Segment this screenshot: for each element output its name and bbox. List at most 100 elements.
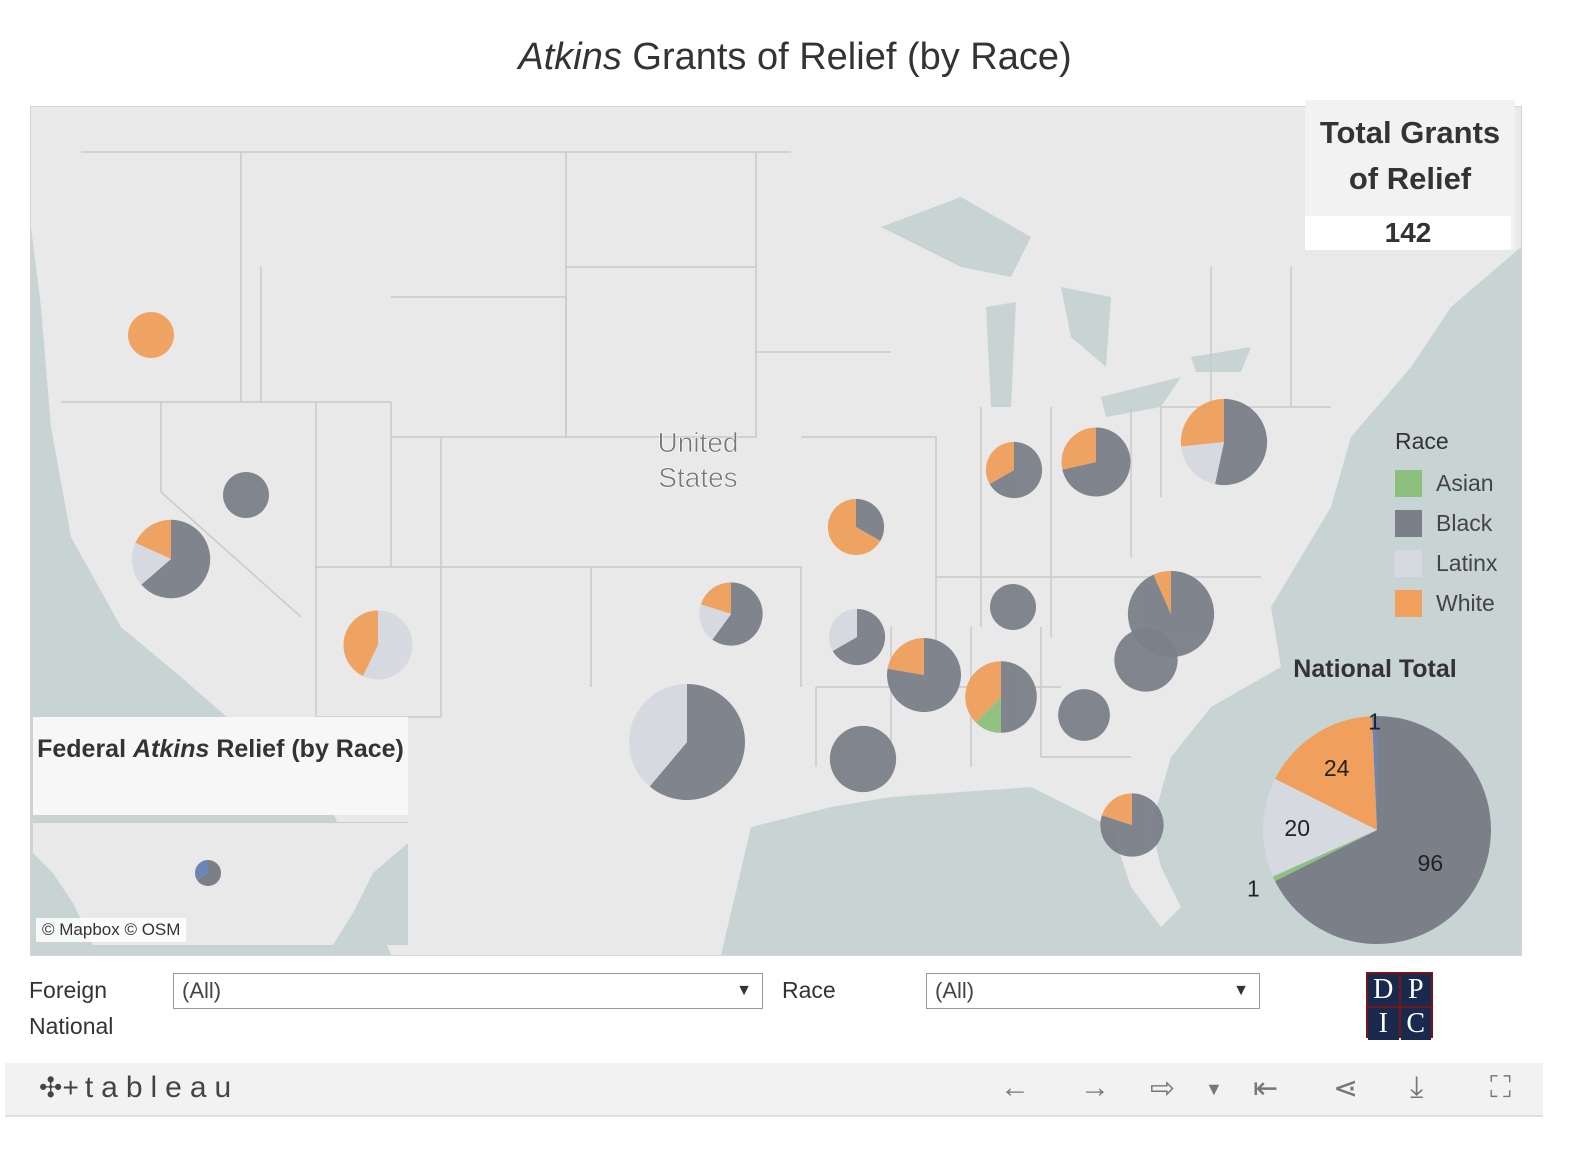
legend-item-white[interactable]: White (1395, 583, 1497, 623)
lake-ontario (1191, 347, 1251, 372)
total-grants-value: 142 (1305, 216, 1511, 250)
logo-letter: C (1400, 1008, 1431, 1040)
national-total-pie[interactable]: 96 1 20 24 1 (1247, 709, 1492, 944)
pie-alabama[interactable] (965, 661, 1037, 733)
pie-arizona[interactable] (343, 610, 413, 680)
legend-label-latinx: Latinx (1436, 549, 1498, 576)
country-label-line2: States (658, 462, 737, 493)
pie-california-slice-latinx[interactable] (131, 542, 171, 585)
pie-tennessee[interactable] (990, 584, 1036, 630)
pie-pennsylvania-slice-black[interactable] (1215, 398, 1268, 486)
total-grants-label: Total Grants of Relief (1319, 115, 1501, 196)
pie-oklahoma-slice-latinx[interactable] (699, 604, 731, 640)
pie-alabama-slice-asian[interactable] (975, 697, 1001, 733)
national-slice-white[interactable] (1275, 716, 1377, 830)
pie-ohio-slice-black[interactable] (1062, 427, 1131, 497)
share-icon[interactable]: ⋖ (1333, 1072, 1359, 1105)
federal-slice-black[interactable] (196, 860, 221, 886)
dpic-logo[interactable]: D P I C (1366, 972, 1433, 1040)
pie-missouri-slice-white[interactable] (827, 498, 881, 556)
pie-alabama-slice-black[interactable] (1001, 661, 1037, 733)
pie-idaho-slice-white[interactable] (128, 312, 174, 358)
federal-slice-federal[interactable] (195, 860, 208, 880)
pie-north-carolina-slice-white[interactable] (1153, 570, 1171, 614)
legend-label-white: White (1436, 589, 1495, 616)
pie-california-slice-black[interactable] (141, 519, 211, 599)
pie-louisiana-slice-black[interactable] (829, 725, 897, 793)
legend-item-latinx[interactable]: Latinx (1395, 543, 1497, 583)
pie-nevada-slice-black[interactable] (223, 472, 269, 518)
pie-arkansas-slice-latinx[interactable] (828, 608, 857, 652)
map-credit[interactable]: © Mapbox © OSM (36, 918, 187, 942)
pie-florida-slice-white[interactable] (1101, 793, 1132, 825)
pie-georgia-slice-black[interactable] (1058, 689, 1110, 741)
redo-icon[interactable]: → (1080, 1071, 1110, 1104)
reset-icon[interactable]: ⇤ (1253, 1072, 1279, 1105)
pie-ohio[interactable] (1061, 427, 1131, 497)
pie-missouri[interactable] (827, 498, 885, 556)
pie-oklahoma-slice-white[interactable] (700, 582, 731, 614)
pie-oklahoma-slice-black[interactable] (712, 582, 763, 646)
download-icon[interactable]: ⤓ (1410, 1071, 1424, 1104)
national-slice-black[interactable] (1275, 716, 1492, 944)
title-rest: Grants of Relief (by Race) (621, 36, 1072, 78)
pie-california-slice-white[interactable] (135, 519, 171, 559)
race-select-value: (All) (935, 978, 975, 1003)
pie-arkansas-slice-black[interactable] (832, 608, 886, 666)
pie-oklahoma[interactable] (699, 582, 763, 646)
chevron-down-icon[interactable]: ▼ (1233, 982, 1249, 999)
national-total-title: National Total (1293, 655, 1457, 683)
tableau-wordmark: tableau (84, 1071, 240, 1104)
pie-missouri-slice-black[interactable] (856, 498, 885, 542)
pie-indiana-slice-white[interactable] (985, 441, 1014, 485)
chevron-down-icon[interactable]: ▼ (736, 982, 752, 999)
legend-swatch-white (1395, 589, 1422, 617)
legend-swatch-asian (1395, 469, 1422, 497)
foreign-national-select[interactable]: (All) ▼ (173, 973, 763, 1009)
pie-pennsylvania[interactable] (1180, 398, 1268, 486)
pie-arkansas[interactable] (828, 608, 886, 666)
pie-nevada[interactable] (223, 472, 269, 518)
pie-arizona-slice-latinx[interactable] (363, 610, 413, 680)
pie-pennsylvania-slice-white[interactable] (1180, 398, 1224, 447)
inset-title-italic: Atkins (132, 735, 210, 763)
pie-florida[interactable] (1100, 793, 1164, 857)
legend-item-asian[interactable]: Asian (1395, 463, 1497, 503)
federal-pie[interactable] (195, 860, 221, 886)
pie-idaho[interactable] (128, 312, 174, 358)
pie-indiana-slice-black[interactable] (989, 441, 1043, 499)
national-slice-latinx[interactable] (1263, 778, 1377, 877)
revert-dropdown-icon[interactable]: ▼ (1205, 1079, 1223, 1099)
tableau-logo[interactable]: ✣+ tableau (39, 1071, 239, 1105)
pie-texas-slice-latinx[interactable] (628, 684, 687, 787)
pie-texas[interactable] (628, 684, 745, 800)
pie-georgia[interactable] (1058, 689, 1110, 741)
pie-alabama-slice-white[interactable] (965, 661, 1001, 723)
national-slice-federal[interactable] (1371, 716, 1377, 830)
state-pie-layer[interactable] (128, 312, 1268, 857)
undo-icon[interactable]: ← (1000, 1071, 1030, 1104)
pie-indiana[interactable] (985, 441, 1043, 499)
lake-superior (881, 197, 1031, 277)
revert-icon[interactable]: ⇨ (1150, 1072, 1176, 1105)
pie-north-carolina[interactable] (1127, 570, 1215, 658)
pie-california[interactable] (131, 519, 211, 599)
logo-letter: P (1400, 974, 1431, 1006)
pie-mississippi[interactable] (887, 638, 961, 713)
pie-louisiana[interactable] (829, 725, 897, 793)
pie-ohio-slice-white[interactable] (1061, 427, 1096, 470)
inset-canvas (33, 823, 408, 945)
pie-mississippi-slice-white[interactable] (887, 638, 924, 675)
pie-texas-slice-black[interactable] (649, 684, 745, 800)
pie-pennsylvania-slice-latinx[interactable] (1181, 442, 1224, 485)
tableau-mark-icon: ✣+ (39, 1072, 79, 1103)
logo-letter: D (1368, 974, 1399, 1006)
race-select[interactable]: (All) ▼ (926, 973, 1260, 1009)
pie-tennessee-slice-black[interactable] (990, 584, 1036, 630)
national-slice-asian[interactable] (1272, 830, 1377, 882)
legend-item-black[interactable]: Black (1395, 503, 1497, 543)
federal-inset-map[interactable] (33, 822, 408, 945)
pie-north-carolina-slice-black[interactable] (1127, 570, 1215, 658)
pie-arizona-slice-white[interactable] (343, 610, 378, 677)
fullscreen-icon[interactable]: ⛶ (1490, 1071, 1511, 1104)
